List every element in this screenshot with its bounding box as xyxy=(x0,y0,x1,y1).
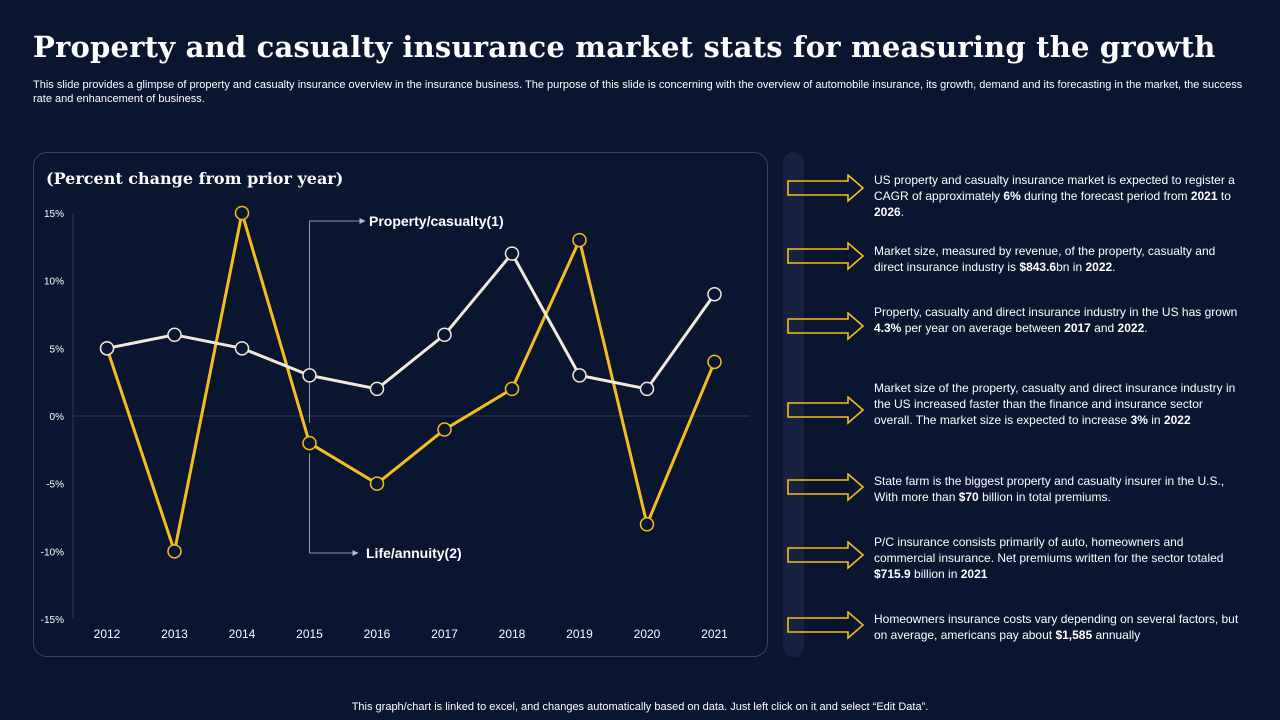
data-point-series-2 xyxy=(369,476,385,491)
page-subtitle: This slide provides a glimpse of propert… xyxy=(33,79,1243,105)
data-point-series-2 xyxy=(639,517,655,532)
legend-arrowhead-series-2 xyxy=(352,550,359,556)
x-tick-label: 2019 xyxy=(566,627,593,641)
stat-highlight: $843.6 xyxy=(1019,260,1057,274)
y-tick-label: 5% xyxy=(50,344,65,355)
legend-arrowhead-series-1 xyxy=(359,218,366,224)
stat-text: Homeowners insurance costs vary dependin… xyxy=(874,611,1244,643)
x-tick-label: 2017 xyxy=(431,627,458,641)
chart-panel xyxy=(33,152,768,657)
data-point-series-2 xyxy=(572,232,587,248)
data-point-series-2 xyxy=(234,205,250,221)
data-point-series-1 xyxy=(707,286,722,302)
stat-fragment: and xyxy=(1090,321,1118,335)
stat-fragment: in xyxy=(1147,413,1164,427)
stat-highlight: 2021 xyxy=(960,567,988,581)
arrow-right-icon xyxy=(787,242,865,271)
series-line-2 xyxy=(105,211,716,553)
stat-fragment: bn in xyxy=(1056,260,1086,274)
stat-fragment: Market size, measured by revenue, of the… xyxy=(874,244,1216,274)
data-point-series-1 xyxy=(437,327,452,343)
stat-highlight: 6% xyxy=(1003,189,1021,203)
stat-highlight: 2026 xyxy=(874,205,901,219)
data-point-series-2 xyxy=(167,544,182,559)
stat-fragment: during the forecast period from xyxy=(1020,189,1191,203)
data-point-series-1 xyxy=(302,368,317,383)
stat-text: US property and casualty insurance marke… xyxy=(874,172,1244,220)
stat-highlight: $70 xyxy=(958,490,979,504)
arrow-right-icon xyxy=(787,174,865,203)
data-point-series-1 xyxy=(639,381,655,397)
page-title: Property and casualty insurance market s… xyxy=(33,30,1216,64)
stat-fragment: Market size of the property, casualty an… xyxy=(874,381,1236,427)
arrow-right-icon xyxy=(787,473,865,502)
stat-fragment: billion in total premiums. xyxy=(978,490,1111,504)
stat-fragment: US property and casualty insurance marke… xyxy=(874,173,1235,203)
data-point-series-2 xyxy=(302,435,317,451)
stat-fragment: P/C insurance consists primarily of auto… xyxy=(874,535,1224,565)
stat-fragment: State farm is the biggest property and c… xyxy=(874,474,1225,504)
x-tick-label: 2014 xyxy=(229,627,256,641)
x-tick-label: 2016 xyxy=(364,627,391,641)
divider-bar xyxy=(783,152,804,657)
legend-connector-series-1 xyxy=(309,220,360,423)
data-point-series-2 xyxy=(504,381,520,397)
stat-text: State farm is the biggest property and c… xyxy=(874,473,1244,505)
stat-fragment: billion in xyxy=(910,567,961,581)
y-tick-label: 0% xyxy=(50,412,65,423)
data-point-series-2 xyxy=(437,422,452,437)
stat-highlight: 2022 xyxy=(1085,260,1113,274)
data-point-series-1 xyxy=(504,246,520,261)
footer-note: This graph/chart is linked to excel, and… xyxy=(351,701,929,713)
chart-title: (Percent change from prior year) xyxy=(46,169,344,188)
stat-fragment: . xyxy=(900,205,905,219)
arrow-right-icon xyxy=(787,312,865,341)
stat-highlight: $1,585 xyxy=(1055,628,1093,642)
stat-fragment: . xyxy=(1144,321,1148,335)
data-point-series-1 xyxy=(234,341,250,356)
legend-connector-series-2 xyxy=(309,453,353,554)
data-point-series-1 xyxy=(572,368,587,383)
stat-fragment: Homeowners insurance costs vary dependin… xyxy=(874,612,1239,642)
x-tick-label: 2018 xyxy=(499,627,526,641)
stat-highlight: 3% xyxy=(1130,413,1148,427)
data-point-series-1 xyxy=(167,327,182,343)
y-tick-label: -5% xyxy=(46,480,64,491)
stat-fragment: to xyxy=(1217,189,1231,203)
data-point-series-1 xyxy=(369,381,385,397)
x-tick-label: 2013 xyxy=(161,627,188,641)
stat-text: P/C insurance consists primarily of auto… xyxy=(874,534,1244,582)
stat-highlight: 2017 xyxy=(1064,321,1091,335)
data-point-series-2 xyxy=(707,354,722,370)
data-point-series-1 xyxy=(99,341,115,356)
arrow-right-icon xyxy=(787,611,865,640)
stat-highlight: $715.9 xyxy=(874,567,911,581)
x-tick-label: 2020 xyxy=(634,627,661,641)
y-tick-label: 15% xyxy=(44,209,64,220)
stat-highlight: 4.3% xyxy=(874,321,902,335)
series-line-1 xyxy=(106,252,716,391)
stat-text: Market size, measured by revenue, of the… xyxy=(874,243,1244,275)
arrow-right-icon xyxy=(787,396,865,425)
x-tick-label: 2015 xyxy=(296,627,323,641)
stat-highlight: 2022 xyxy=(1163,413,1191,427)
y-tick-label: -10% xyxy=(41,547,64,558)
stat-fragment: Property, casualty and direct insurance … xyxy=(874,305,1238,319)
y-tick-label: 10% xyxy=(44,277,64,288)
stat-highlight: 2021 xyxy=(1190,189,1218,203)
stat-highlight: 2022 xyxy=(1117,321,1145,335)
x-tick-label: 2012 xyxy=(94,627,121,641)
x-tick-label: 2021 xyxy=(701,627,728,641)
legend-label-series-1: Property/casualty(1) xyxy=(369,213,504,229)
stat-fragment: annually xyxy=(1092,628,1141,642)
stat-text: Property, casualty and direct insurance … xyxy=(874,304,1244,336)
stat-fragment: . xyxy=(1112,260,1116,274)
legend-label-series-2: Life/annuity(2) xyxy=(366,545,462,561)
y-tick-label: -15% xyxy=(41,615,64,626)
stat-fragment: per year on average between xyxy=(901,321,1065,335)
arrow-right-icon xyxy=(787,541,865,570)
stat-text: Market size of the property, casualty an… xyxy=(874,380,1244,428)
